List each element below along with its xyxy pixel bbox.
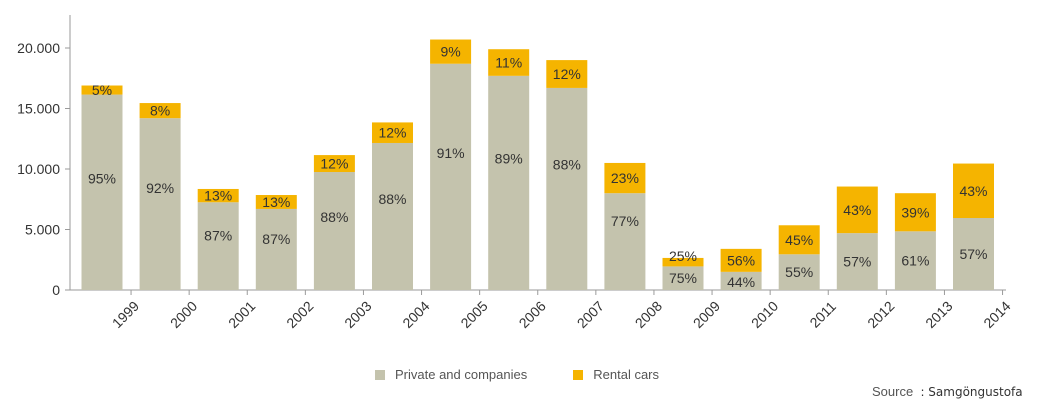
- bar-segment-private: [778, 254, 820, 290]
- bar-segment-private: [604, 193, 646, 290]
- x-tick-label: 2013: [922, 298, 955, 331]
- x-tick-label: 2009: [690, 298, 723, 331]
- data-label-private: 92%: [146, 180, 174, 196]
- x-tick-label: 2003: [341, 298, 374, 331]
- data-label-rental: 56%: [727, 252, 755, 268]
- bar-segment-rental: [836, 186, 878, 234]
- data-label-rental: 13%: [204, 188, 232, 204]
- bar-segment-private: [894, 231, 936, 290]
- legend-item-rental: Rental cars: [573, 367, 659, 382]
- y-tick-label: 10.000: [17, 161, 60, 177]
- bar-segment-private: [720, 271, 762, 290]
- bar-segment-rental: [604, 162, 646, 194]
- bar-segment-rental: [81, 85, 123, 95]
- data-label-rental: 12%: [378, 125, 406, 141]
- stacked-bar-chart: 0 5.000 10.000 15.000 20.000 95% 5% 1999 92% 8% 20…: [17, 15, 1014, 331]
- data-label-private: 88%: [320, 209, 348, 225]
- legend-swatch-rental: [573, 369, 584, 380]
- data-label-private: 44%: [727, 274, 755, 290]
- x-tick-label: 2006: [516, 298, 549, 331]
- x-tick-label: 2007: [574, 298, 607, 331]
- data-label-private: 91%: [437, 145, 465, 161]
- source-separator: :: [920, 385, 929, 399]
- data-label-rental: 45%: [785, 232, 813, 248]
- data-label-rental: 43%: [959, 183, 987, 199]
- bar-segment-rental: [139, 103, 181, 119]
- data-label-rental: 12%: [553, 66, 581, 82]
- source-name: Samgöngustofa: [928, 385, 1023, 399]
- legend-item-private: Private and companies: [375, 367, 527, 382]
- data-label-private: 95%: [88, 171, 116, 187]
- x-tick-label: 2000: [167, 298, 200, 331]
- data-label-private: 87%: [204, 227, 232, 243]
- data-label-private: 57%: [843, 254, 871, 270]
- bar-segment-private: [313, 172, 355, 290]
- source-note: Source : Samgöngustofa: [872, 384, 1023, 399]
- x-tick-label: 2008: [632, 298, 665, 331]
- x-tick-label: 2014: [980, 298, 1013, 331]
- data-label-rental: 13%: [262, 194, 290, 210]
- bar-segment-rental: [662, 257, 704, 267]
- x-tick-label: 2005: [457, 298, 490, 331]
- bar-segment-private: [488, 75, 530, 290]
- x-tick-label: 2010: [748, 298, 781, 331]
- bar-segment-private: [953, 218, 994, 290]
- x-tick-label: 2002: [283, 298, 316, 331]
- source-label: Source: [872, 384, 914, 399]
- x-tick-label: 1999: [109, 298, 142, 331]
- bar-segment-rental: [778, 225, 820, 255]
- data-label-rental: 23%: [611, 170, 639, 186]
- y-tick-label: 20.000: [17, 40, 60, 56]
- bar-segment-private: [255, 208, 297, 290]
- data-label-rental: 9%: [440, 44, 460, 60]
- data-label-private: 89%: [495, 151, 523, 167]
- x-tick-label: 2001: [225, 298, 258, 331]
- legend-label-rental: Rental cars: [593, 367, 659, 382]
- bar-segment-rental: [430, 39, 472, 64]
- bar-segment-rental: [255, 195, 297, 209]
- data-label-private: 88%: [553, 157, 581, 173]
- bar-segment-rental: [488, 49, 530, 76]
- data-label-rental: 5%: [92, 82, 112, 98]
- bar-segment-private: [197, 202, 239, 290]
- bar-segment-private: [372, 142, 413, 290]
- bar-segment-rental: [197, 188, 239, 203]
- data-label-private: 55%: [785, 264, 813, 280]
- bar-segment-rental: [894, 193, 936, 232]
- data-label-rental: 43%: [843, 202, 871, 218]
- y-tick-label: 0: [52, 282, 60, 298]
- legend-swatch-private: [375, 369, 385, 380]
- data-label-rental: 39%: [901, 204, 929, 220]
- bar-segment-private: [81, 94, 123, 291]
- bar-segment-private: [662, 266, 704, 290]
- y-tick-label: 15.000: [17, 101, 60, 117]
- data-label-private: 87%: [262, 231, 290, 247]
- data-label-rental: 11%: [495, 55, 522, 71]
- bar-segment-private: [546, 87, 588, 291]
- data-label-private: 77%: [611, 213, 639, 229]
- x-tick-label: 2011: [806, 298, 839, 331]
- bar-segment-rental: [953, 163, 994, 219]
- data-label-rental: 8%: [150, 103, 170, 119]
- data-label-private: 61%: [901, 253, 929, 269]
- bar-segment-rental: [372, 122, 413, 143]
- data-label-private: 75%: [669, 270, 697, 286]
- chart-legend: Private and companies Rental cars: [375, 367, 705, 382]
- bar-segment-rental: [720, 248, 762, 272]
- x-tick-label: 2004: [399, 298, 432, 331]
- data-label-rental: 25%: [669, 248, 697, 264]
- bar-segment-rental: [313, 155, 355, 173]
- bar-segment-private: [430, 63, 472, 291]
- data-label-private: 88%: [378, 191, 406, 207]
- legend-label-private: Private and companies: [395, 367, 528, 382]
- data-label-rental: 12%: [320, 156, 348, 172]
- y-tick-label: 5.000: [25, 222, 60, 238]
- bar-segment-private: [139, 118, 181, 291]
- bar-segment-rental: [546, 60, 588, 88]
- bar-segment-private: [836, 233, 878, 290]
- x-tick-label: 2012: [864, 298, 897, 331]
- data-label-private: 57%: [959, 246, 987, 262]
